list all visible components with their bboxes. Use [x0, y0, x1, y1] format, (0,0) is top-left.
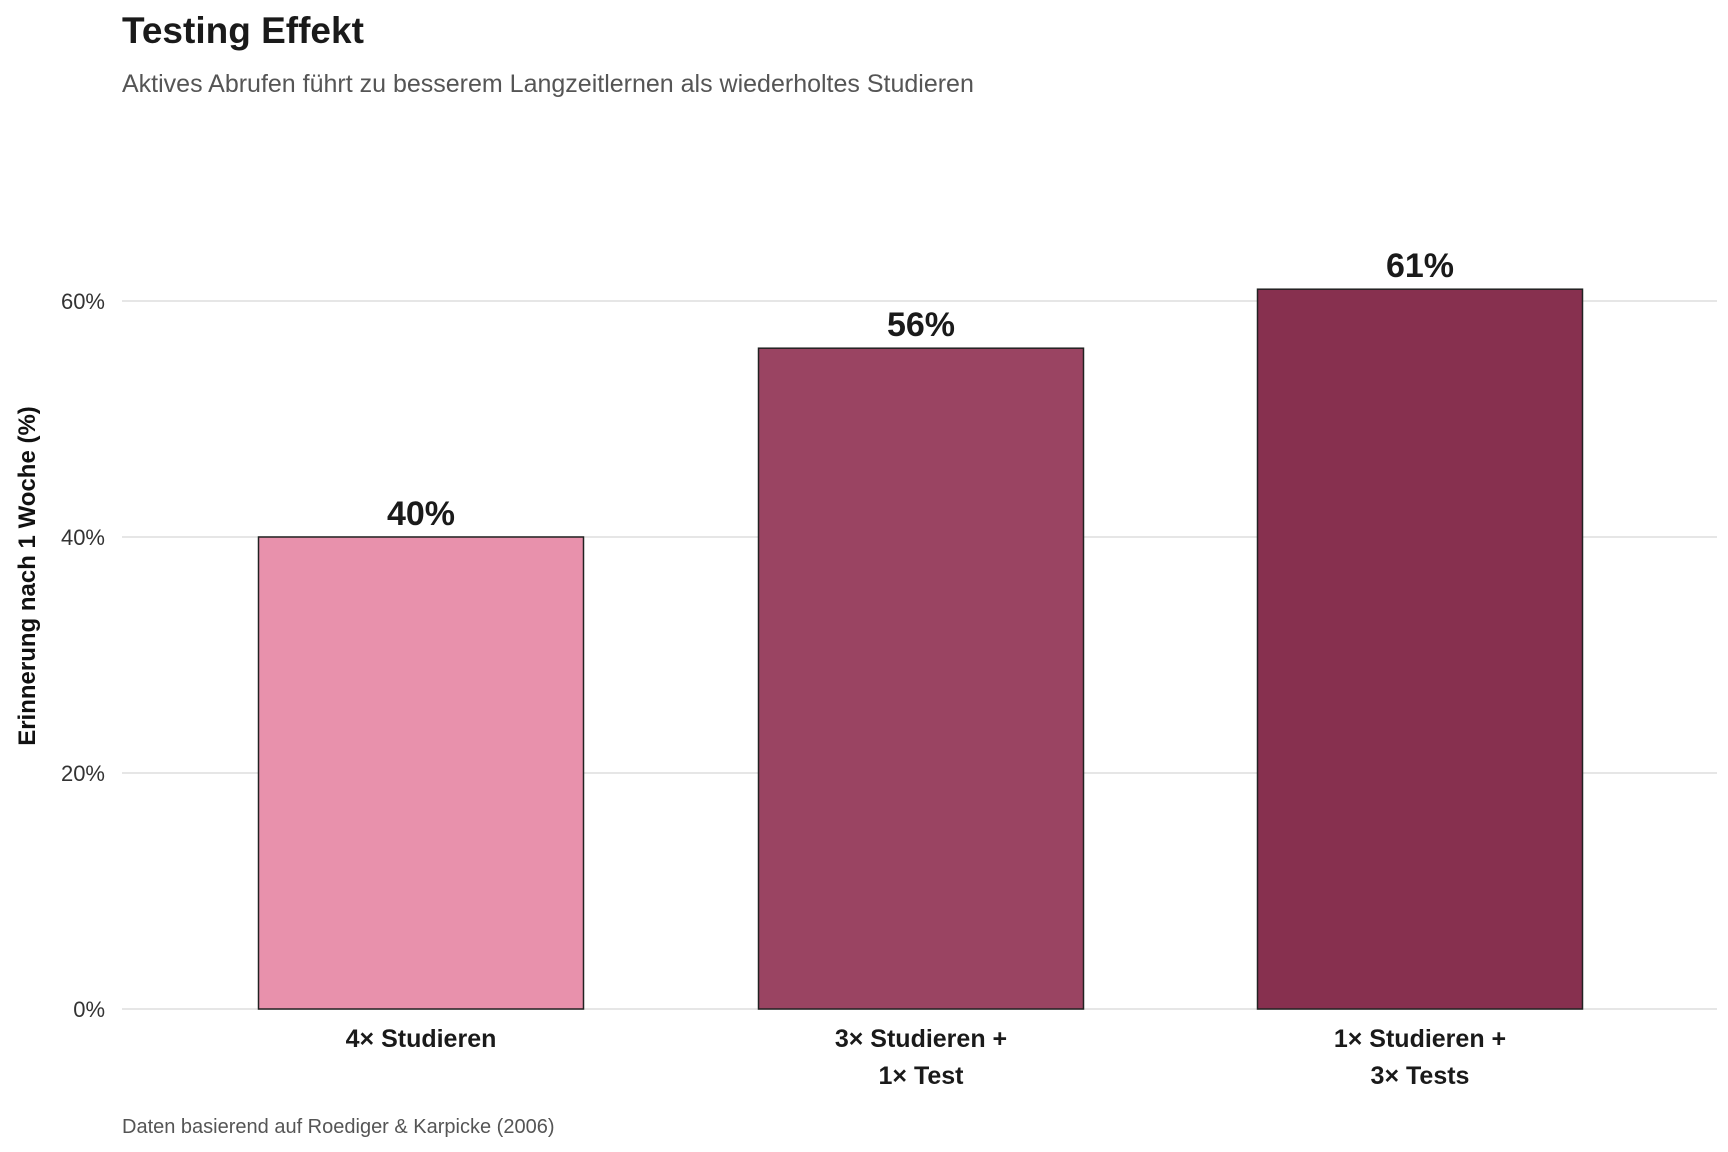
- y-tick-label: 40%: [61, 525, 105, 550]
- bar: [757, 347, 1085, 1010]
- chart-title: Testing Effekt: [122, 10, 364, 51]
- chart-caption: Daten basierend auf Roediger & Karpicke …: [122, 1116, 555, 1138]
- bar: [257, 536, 585, 1010]
- chart-subtitle: Aktives Abrufen führt zu besserem Langze…: [122, 70, 974, 98]
- x-tick-label: 4× Studieren: [346, 1025, 497, 1053]
- x-tick-label: 1× Studieren +: [1334, 1025, 1506, 1053]
- bar-value-label: 61%: [1386, 247, 1454, 285]
- y-tick-label: 0%: [73, 997, 105, 1022]
- x-tick-label: 3× Tests: [1371, 1062, 1470, 1090]
- bar-value-label: 56%: [887, 306, 955, 344]
- x-tick-label: 3× Studieren +: [835, 1025, 1007, 1053]
- bar-value-label: 40%: [387, 495, 455, 533]
- y-tick-label: 60%: [61, 289, 105, 314]
- y-tick-label: 20%: [61, 761, 105, 786]
- bar: [1256, 288, 1584, 1010]
- x-tick-label: 1× Test: [879, 1062, 965, 1090]
